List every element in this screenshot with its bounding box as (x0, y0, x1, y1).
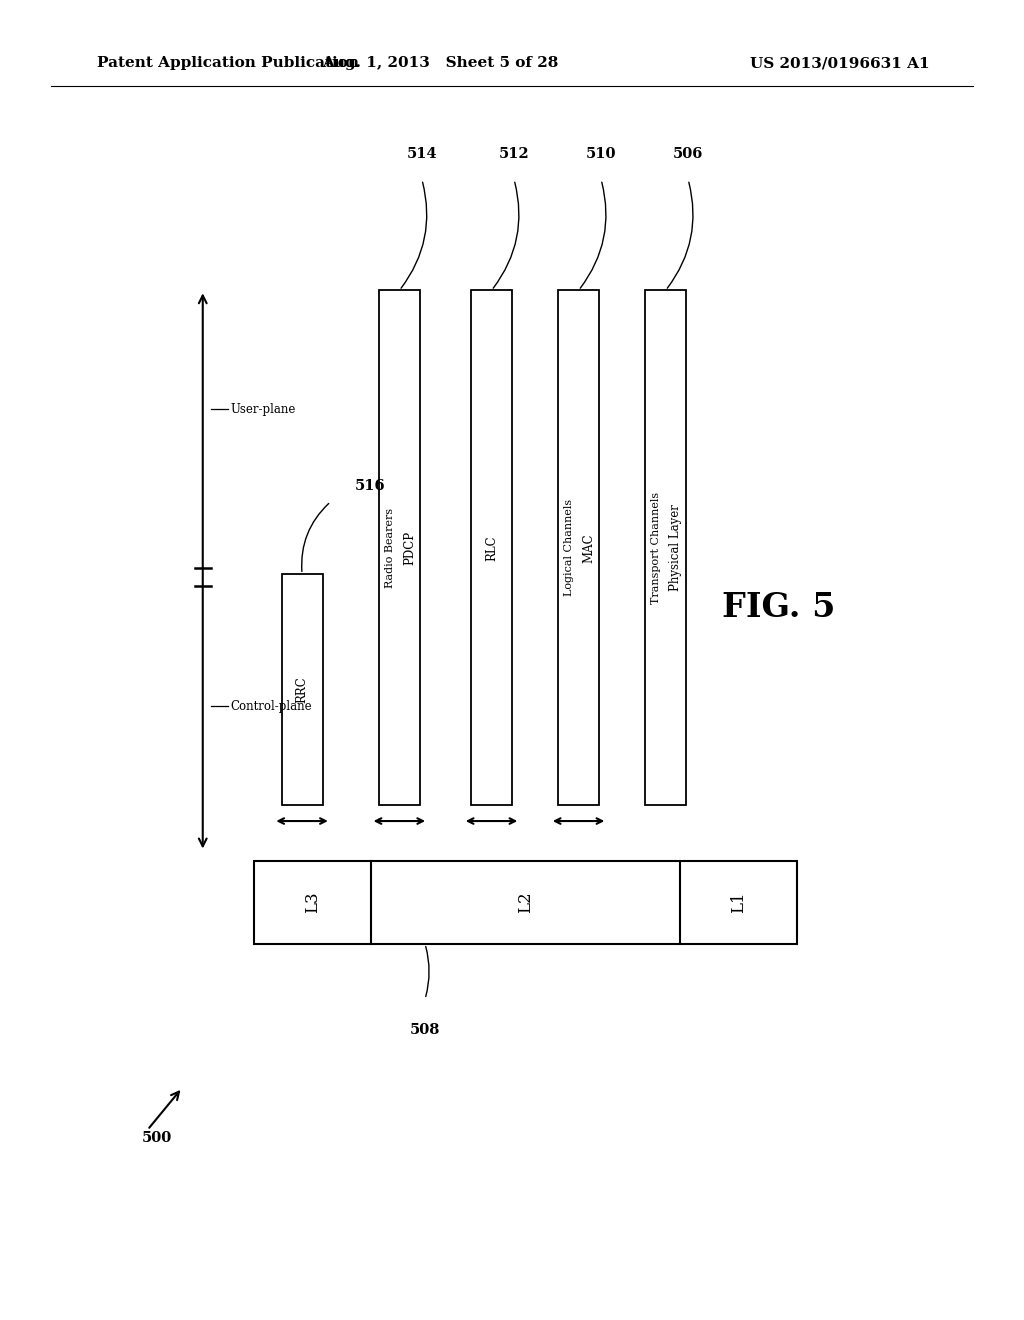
Text: Logical Channels: Logical Channels (564, 499, 574, 597)
Bar (645, 290, 686, 805)
Text: 506: 506 (673, 147, 703, 161)
Text: RRC: RRC (296, 676, 308, 704)
Text: RLC: RLC (485, 535, 498, 561)
Bar (282, 574, 323, 805)
Text: Radio Bearers: Radio Bearers (385, 508, 395, 587)
Text: L2: L2 (517, 891, 534, 913)
Text: Patent Application Publication: Patent Application Publication (97, 57, 359, 70)
Bar (254, 861, 797, 944)
Text: Control-plane: Control-plane (230, 700, 312, 713)
Text: US 2013/0196631 A1: US 2013/0196631 A1 (750, 57, 930, 70)
Text: PDCP: PDCP (403, 531, 416, 565)
Text: 500: 500 (141, 1131, 172, 1146)
Text: Aug. 1, 2013   Sheet 5 of 28: Aug. 1, 2013 Sheet 5 of 28 (323, 57, 558, 70)
Text: Transport Channels: Transport Channels (651, 492, 662, 603)
Bar (379, 290, 420, 805)
Text: MAC: MAC (583, 533, 595, 562)
Text: 514: 514 (407, 147, 437, 161)
Bar (471, 290, 512, 805)
Text: 510: 510 (586, 147, 616, 161)
Text: 508: 508 (410, 1023, 440, 1038)
Text: Physical Layer: Physical Layer (670, 504, 682, 591)
Bar (558, 290, 599, 805)
Text: FIG. 5: FIG. 5 (722, 590, 835, 623)
Text: L1: L1 (730, 891, 746, 913)
Text: 512: 512 (499, 147, 529, 161)
Text: L3: L3 (304, 891, 321, 913)
Text: 516: 516 (354, 479, 385, 492)
Text: User-plane: User-plane (230, 403, 296, 416)
